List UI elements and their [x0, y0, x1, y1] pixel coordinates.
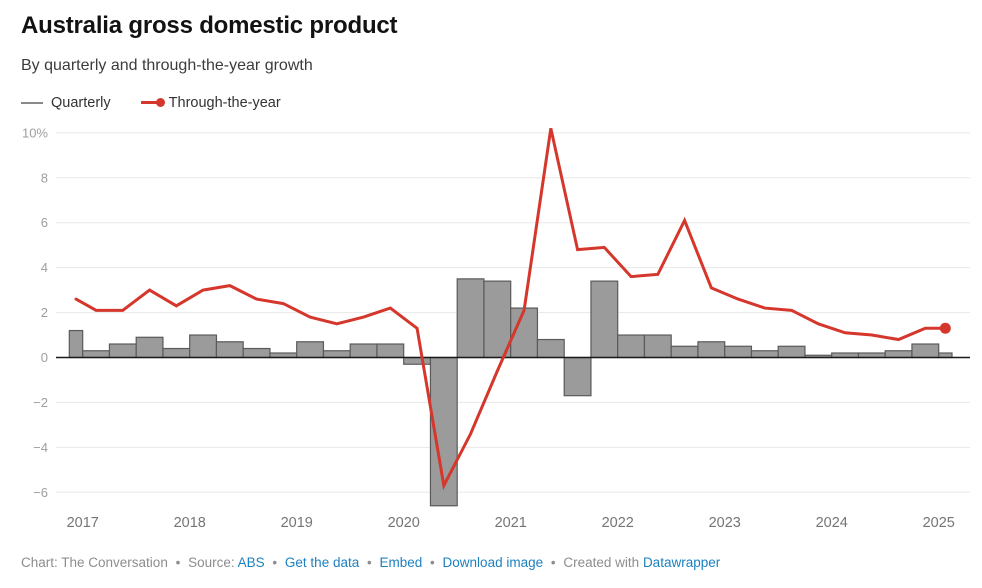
through-year-line-swatch-icon [140, 98, 165, 108]
quarterly-bar [456, 278, 485, 359]
quarterly-bar [403, 356, 432, 365]
gdp-chart-plot: 10% 8 6 4 2 0 −2 −4 −6 2017 2018 2019 2020 2021 2022 20… [22, 125, 970, 531]
y-axis-tick-label: 4 [41, 260, 48, 275]
quarterly-bar [68, 329, 84, 359]
x-axis-tick-label: 2020 [388, 515, 420, 531]
legend-item-quarterly: Quarterly [21, 95, 111, 111]
quarterly-bar [911, 343, 940, 359]
source-link-abs[interactable]: ABS [237, 555, 265, 570]
created-with-label: Created with [563, 555, 640, 570]
x-axis-tick-label: 2019 [281, 515, 313, 531]
quarterly-bar [242, 347, 271, 359]
x-axis-tick-label: 2023 [709, 515, 741, 531]
x-axis-tick-label: 2022 [602, 515, 634, 531]
legend-label-quarterly: Quarterly [51, 94, 111, 111]
quarterly-bar [162, 347, 191, 359]
y-axis-tick-label: −6 [33, 485, 48, 500]
chart-title: Australia gross domestic product [21, 12, 398, 39]
datawrapper-link[interactable]: Datawrapper [642, 555, 721, 570]
y-axis-tick-label: 10% [22, 125, 48, 140]
quarterly-bar [322, 350, 351, 359]
quarterly-bar [349, 343, 378, 359]
separator: • [272, 555, 278, 570]
separator: • [430, 555, 435, 570]
quarterly-bar [670, 345, 699, 359]
separator: • [550, 555, 556, 570]
quarterly-bar [189, 334, 218, 359]
get-the-data-link[interactable]: Get the data [284, 555, 360, 570]
quarterly-bar [884, 350, 913, 359]
quarterly-bar [563, 356, 592, 397]
quarterly-bar [510, 307, 539, 359]
quarterly-bar [617, 334, 646, 359]
y-axis-tick-label: 8 [41, 170, 48, 185]
quarterly-bar [135, 336, 164, 359]
x-axis-tick-label: 2025 [923, 515, 955, 531]
quarterly-bar [750, 350, 779, 359]
x-axis-tick-label: 2018 [174, 515, 206, 531]
legend-item-through-the-year: Through-the-year [140, 94, 281, 111]
quarterly-bar [376, 343, 405, 359]
x-axis-tick-label: 2017 [67, 515, 99, 531]
quarterly-bar [215, 341, 244, 359]
quarterly-bar [590, 280, 619, 359]
line-end-dot [939, 322, 951, 334]
quarterly-bar [82, 350, 111, 359]
quarterly-bar [536, 338, 565, 359]
quarterly-bar [697, 341, 726, 359]
quarterly-bar [108, 343, 137, 359]
quarterly-bar [483, 280, 512, 359]
source-label: Source: [188, 555, 235, 570]
y-axis-tick-label: −4 [33, 440, 48, 455]
through-year-line [74, 128, 947, 491]
legend: Quarterly Through-the-year [21, 92, 307, 111]
quarterly-line-swatch-icon [21, 101, 43, 104]
quarterly-bar [724, 345, 753, 359]
chart-subtitle: By quarterly and through-the-year growth [21, 57, 313, 74]
y-axis-tick-label: 0 [41, 350, 48, 365]
quarterly-bar [643, 334, 672, 359]
embed-link[interactable]: Embed [379, 555, 423, 570]
through-year-dot-icon [155, 98, 165, 108]
legend-label-through-the-year: Through-the-year [168, 94, 281, 111]
y-axis-tick-label: −2 [33, 395, 48, 410]
download-image-link[interactable]: Download image [442, 555, 544, 570]
x-axis-tick-label: 2021 [495, 515, 527, 531]
footer-credits: Chart: The Conversation • Source: ABS • … [21, 555, 720, 570]
separator: • [175, 555, 181, 570]
y-axis-tick-label: 6 [41, 215, 48, 230]
chart-credit: Chart: The Conversation [21, 555, 168, 570]
separator: • [367, 555, 372, 570]
quarterly-bar [296, 341, 325, 359]
x-axis-tick-label: 2024 [816, 515, 848, 531]
quarterly-bar [777, 345, 806, 359]
y-axis-tick-label: 2 [41, 305, 48, 320]
